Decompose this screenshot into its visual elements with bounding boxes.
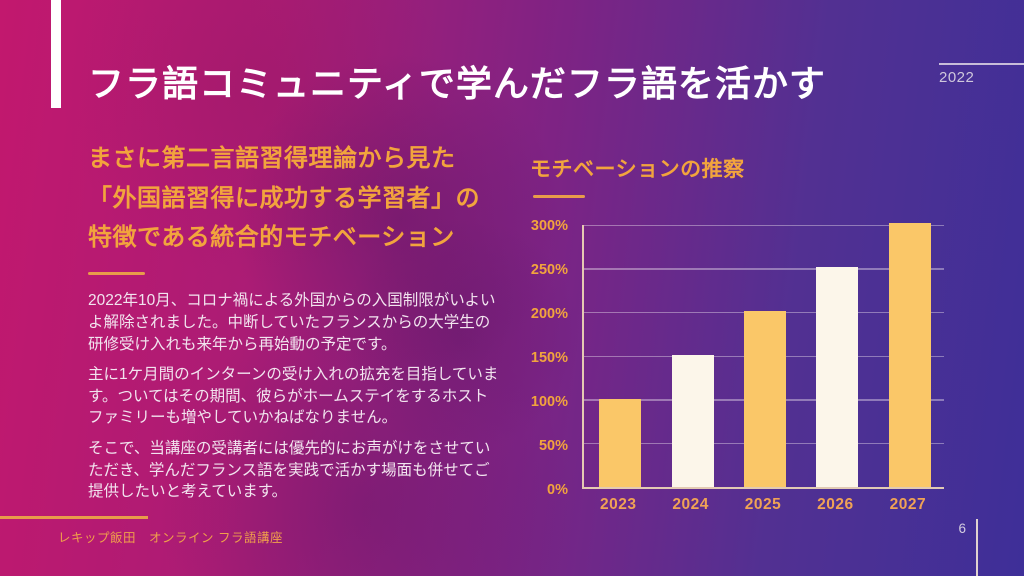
x-axis-tick-label: 2023 <box>599 496 637 513</box>
heading-divider-line <box>88 272 145 275</box>
x-axis-tick-label: 2027 <box>889 496 927 513</box>
lead-heading-line-3: 特徴である統合的モチベーション <box>88 224 455 251</box>
chart-bar-2026 <box>816 267 859 487</box>
y-axis-tick-label: 50% <box>538 438 568 455</box>
body-text-block: 2022年10月、コロナ禍による外国からの入国制限がいよいよ解除されました。中断… <box>88 290 502 512</box>
chart-bar-2025 <box>744 311 786 487</box>
chart-bar-2023 <box>599 399 642 487</box>
y-axis-tick-label: 0% <box>547 482 568 498</box>
chart-title-divider-line <box>533 195 585 198</box>
page-number: 6 <box>958 521 966 536</box>
lead-heading: まさに第二言語習得理論から見た 「外国語習得に成功する学習者」の 特徴である統合… <box>88 139 528 258</box>
y-axis-tick-label: 300% <box>530 218 568 234</box>
chart-bar-2024 <box>671 355 714 487</box>
body-paragraph-2: 主に1ケ月間のインターンの受け入れの拡充を目指しています。ついてはその期間、彼ら… <box>88 365 499 427</box>
chart-title: モチベーションの推察 <box>530 158 745 181</box>
body-paragraph-1: 2022年10月、コロナ禍による外国からの入国制限がいよいよ解除されました。中断… <box>88 292 496 353</box>
y-axis-tick-label: 100% <box>530 394 568 411</box>
x-axis-tick-label: 2026 <box>817 496 854 513</box>
chart-bar-2027 <box>888 223 931 487</box>
y-axis-tick-label: 200% <box>530 306 568 323</box>
footer-divider-line <box>0 516 148 519</box>
chart-x-axis-labels: 2023 2024 2025 2026 2027 <box>582 496 944 514</box>
chart-y-axis-labels: 0% 50% 100% 150% 200% 250% 300% <box>455 218 568 498</box>
lead-heading-line-1: まさに第二言語習得理論から見た <box>88 145 456 172</box>
footer-text: レキップ飯田 オンライン フラ語講座 <box>58 531 283 545</box>
y-axis-tick-label: 150% <box>530 350 568 366</box>
chart-plot-area <box>582 223 944 489</box>
chart-gridline <box>584 224 944 226</box>
y-axis-tick-label: 250% <box>530 262 568 278</box>
title-accent-bar <box>51 0 61 108</box>
year-label: 2022 <box>939 69 975 86</box>
x-axis-tick-label: 2025 <box>744 496 782 513</box>
x-axis-tick-label: 2024 <box>672 496 709 513</box>
page-number-divider-line <box>976 519 978 576</box>
slide-title: フラ語コミュニティで学んだフラ語を活かす <box>88 63 826 104</box>
body-paragraph-3: そこで、当講座の受講者には優先的にお声がけをさせていただき、学んだフランス語を実… <box>88 439 491 501</box>
chart-gridline <box>584 268 944 270</box>
year-divider-line <box>939 63 1024 65</box>
lead-heading-line-2: 「外国語習得に成功する学習者」の <box>88 184 480 212</box>
year-label-block: 2022 <box>939 63 1024 86</box>
